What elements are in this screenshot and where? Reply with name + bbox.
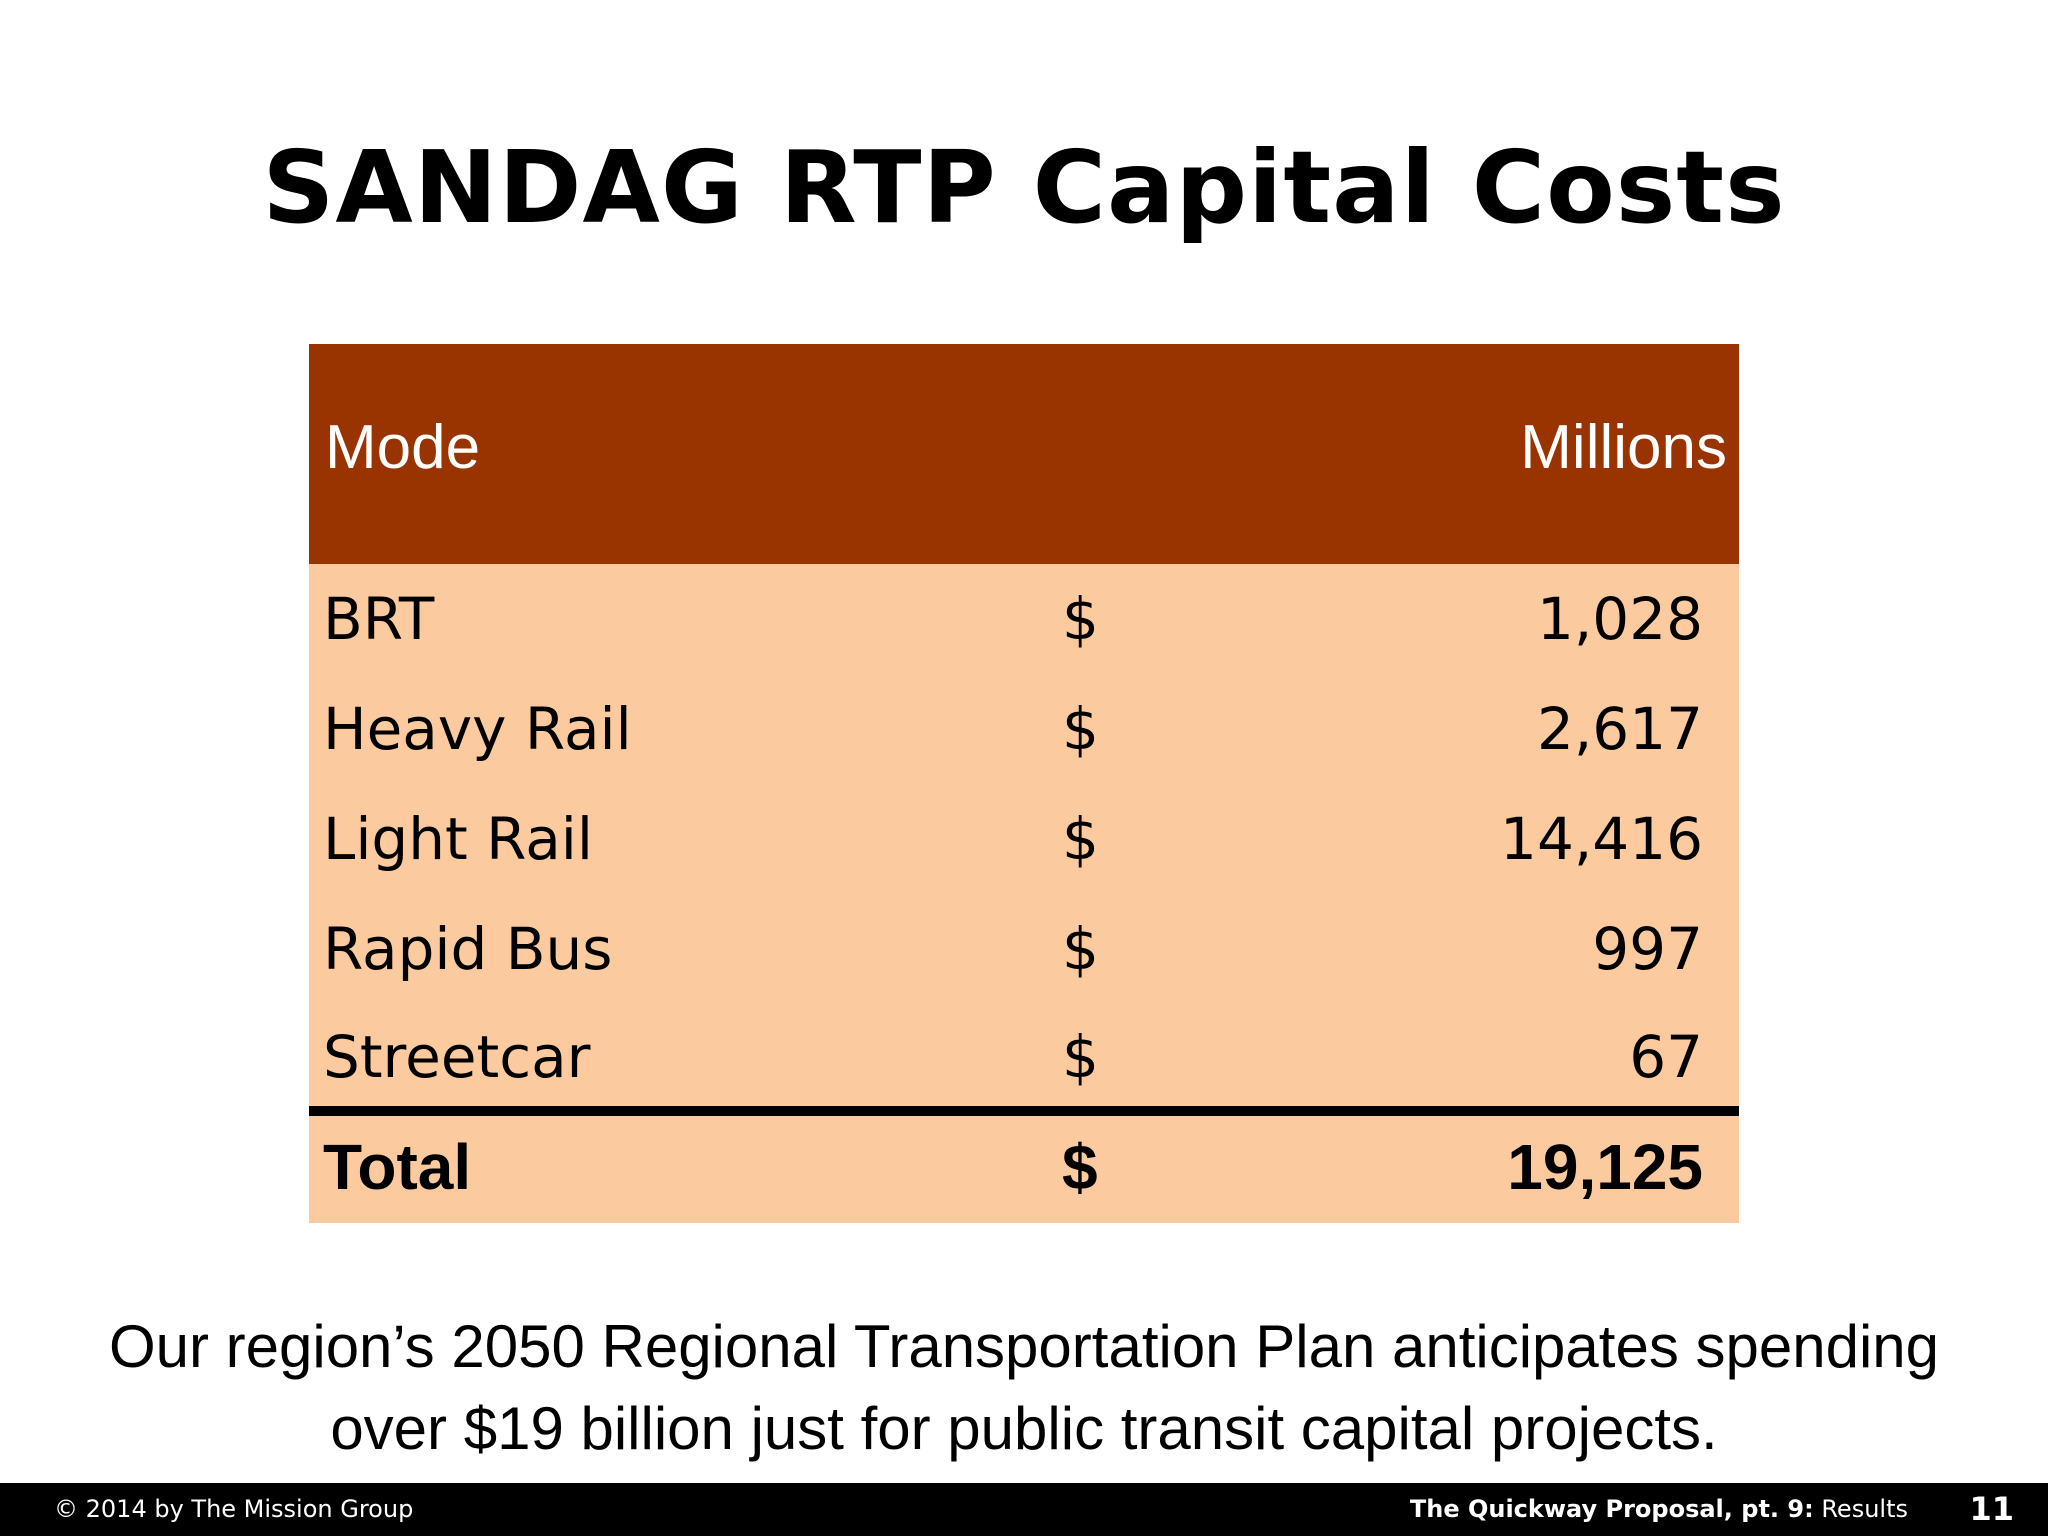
header-mode: Mode [325, 413, 481, 482]
slide-title: SANDAG RTP Capital Costs [262, 129, 1786, 246]
header-millions: Millions [1520, 413, 1727, 482]
total-currency: $ [1062, 1131, 1098, 1203]
mode-cell: Light Rail [323, 805, 593, 873]
page-number: 11 [1969, 1490, 2014, 1528]
currency-cell: $ [1062, 695, 1099, 763]
total-divider [309, 1106, 1739, 1116]
footer-deck-info: The Quickway Proposal, pt. 9: Results [1410, 1483, 1908, 1536]
value-cell: 2,617 [1536, 695, 1703, 763]
total-label: Total [323, 1131, 472, 1203]
mode-cell: Rapid Bus [323, 915, 613, 983]
caption-line-2: over $19 billion just for public transit… [330, 1395, 1718, 1462]
footer-section: Results [1821, 1495, 1908, 1523]
currency-cell: $ [1062, 1023, 1099, 1091]
slide-footer: © 2014 by The Mission Group The Quickway… [0, 1483, 2048, 1536]
footer-copyright: © 2014 by The Mission Group [54, 1495, 414, 1523]
mode-cell: BRT [323, 585, 435, 653]
currency-cell: $ [1062, 585, 1099, 653]
table-row: Light Rail $ 14,416 [309, 784, 1739, 894]
mode-cell: Heavy Rail [323, 695, 632, 763]
table-body: BRT $ 1,028 Heavy Rail $ 2,617 Light Rai… [309, 564, 1739, 1223]
total-value: 19,125 [1507, 1131, 1703, 1203]
table-row: Heavy Rail $ 2,617 [309, 674, 1739, 784]
currency-cell: $ [1062, 915, 1099, 983]
slide-caption: Our region’s 2050 Regional Transportatio… [0, 1306, 2048, 1470]
value-cell: 67 [1629, 1023, 1703, 1091]
table-header: Mode Millions [309, 344, 1739, 564]
currency-cell: $ [1062, 805, 1099, 873]
value-cell: 997 [1592, 915, 1703, 983]
total-row: Total $ 19,125 [309, 1112, 1739, 1222]
value-cell: 1,028 [1536, 585, 1703, 653]
capital-costs-table: Mode Millions BRT $ 1,028 Heavy Rail $ 2… [309, 344, 1739, 1223]
table-row: Rapid Bus $ 997 [309, 894, 1739, 1004]
caption-line-1: Our region’s 2050 Regional Transportatio… [108, 1313, 1940, 1380]
table-row: BRT $ 1,028 [309, 564, 1739, 674]
footer-deck-title: The Quickway Proposal, pt. 9: [1409, 1495, 1814, 1523]
table-row: Streetcar $ 67 [309, 1002, 1739, 1112]
value-cell: 14,416 [1500, 805, 1703, 873]
mode-cell: Streetcar [323, 1023, 591, 1091]
